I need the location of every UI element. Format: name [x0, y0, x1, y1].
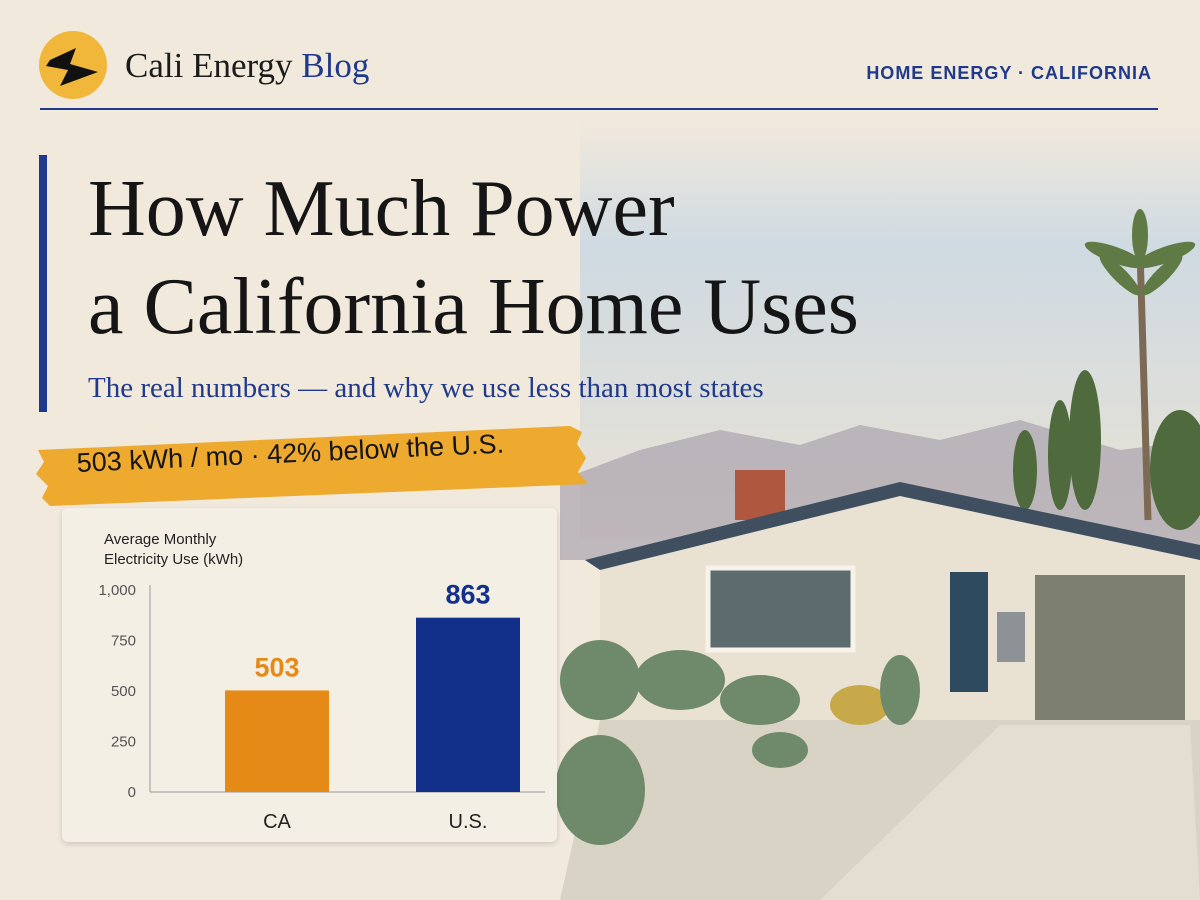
- value-label: 863: [445, 580, 490, 610]
- window: [705, 565, 856, 653]
- bar: [225, 690, 329, 792]
- roof: [585, 482, 1200, 570]
- door: [950, 572, 988, 692]
- nav[interactable]: HOME ENERGY · CALIFORNIA: [866, 63, 1152, 83]
- y-tick-label: 750: [111, 633, 136, 650]
- brand-accent: Blog: [301, 46, 370, 85]
- brand: Cali Energy Blog: [125, 46, 369, 86]
- y-tick-label: 0: [128, 784, 136, 801]
- meter: [997, 612, 1025, 662]
- garage-door: [1035, 575, 1185, 720]
- bar: [416, 617, 520, 792]
- x-tick-label: U.S.: [449, 811, 488, 833]
- logo: [39, 31, 107, 99]
- shrubs: [555, 640, 920, 845]
- chart-title: Average Monthly Electricity Use (kWh): [104, 531, 244, 568]
- title-bar: [39, 155, 47, 412]
- y-tick-label: 250: [111, 734, 136, 751]
- value-label: 503: [254, 652, 299, 682]
- palm-leaves: [1084, 209, 1196, 296]
- y-tick-label: 1,000: [98, 582, 136, 599]
- cypress-trees: [1013, 370, 1200, 530]
- subtitle: The real numbers — and why we use less t…: [88, 372, 764, 404]
- driveway: [820, 725, 1200, 900]
- title-line: a California Home Uses: [88, 263, 859, 351]
- banner-shape: [36, 426, 588, 506]
- chimney: [735, 470, 785, 520]
- title-line: How Much Power: [88, 165, 675, 253]
- palm-trunk: [1136, 249, 1152, 521]
- title: How Much Power a California Home Uses: [88, 160, 859, 356]
- x-tick-label: CA: [263, 811, 291, 833]
- y-tick-label: 500: [111, 683, 136, 700]
- brand-name: Cali Energy: [125, 46, 293, 85]
- header-rule: [40, 108, 1158, 110]
